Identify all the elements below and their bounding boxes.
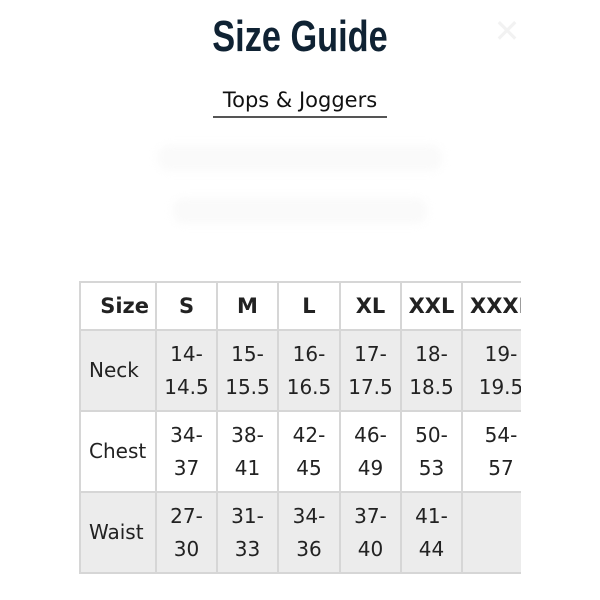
header-size-s: S	[155, 281, 218, 331]
table-cell: 15- 15.5	[216, 329, 279, 412]
table-cell: 34- 37	[155, 410, 218, 493]
close-icon[interactable]: ✕	[493, 12, 521, 50]
header-size-xxl: XXL	[400, 281, 463, 331]
row-label: Chest	[79, 410, 157, 493]
table-row: Waist 27- 30 31- 33 34- 36 37- 40 41- 44	[79, 491, 521, 574]
header-size-m: M	[216, 281, 279, 331]
header-size-l: L	[277, 281, 341, 331]
table-cell	[461, 491, 521, 574]
table-cell: 31- 33	[216, 491, 279, 574]
table-row: Chest 34- 37 38- 41 42- 45 46- 49 50- 53 54- 5…	[79, 410, 521, 493]
table-cell: 18- 18.5	[400, 329, 463, 412]
header-size-label: Size	[79, 281, 157, 331]
table-cell: 54- 57	[461, 410, 521, 493]
table-cell: 46- 49	[339, 410, 402, 493]
size-table: SizeSMLXLXXLXXXLNeck14- 14.515- 15.516- …	[79, 281, 521, 574]
table-cell: 14- 14.5	[155, 329, 218, 412]
page-title: Size Guide	[212, 12, 388, 61]
table-row: Neck 14- 14.5 15- 15.5 16- 16.5 17- 17.5 18- …	[79, 329, 521, 412]
row-label: Neck	[79, 329, 157, 412]
table-cell: 42- 45	[277, 410, 341, 493]
row-label: Waist	[79, 491, 157, 574]
table-header-row: SizeSMLXLXXLXXXL	[79, 281, 521, 331]
table-cell: 16- 16.5	[277, 329, 341, 412]
tab-tops-joggers[interactable]: Tops & Joggers	[213, 88, 387, 118]
header-size-xl: XL	[339, 281, 402, 331]
table-cell: 19- 19.5	[461, 329, 521, 412]
table-cell: 37- 40	[339, 491, 402, 574]
header-size-xxxl: XXXL	[461, 281, 521, 331]
blurred-text	[158, 145, 442, 171]
table-cell: 38- 41	[216, 410, 279, 493]
size-table-container[interactable]: SizeSMLXLXXLXXXLNeck14- 14.515- 15.516- …	[79, 281, 521, 580]
table-cell: 34- 36	[277, 491, 341, 574]
table-cell: 17- 17.5	[339, 329, 402, 412]
table-cell: 27- 30	[155, 491, 218, 574]
table-cell: 41- 44	[400, 491, 463, 574]
blurred-text	[173, 198, 427, 224]
table-cell: 50- 53	[400, 410, 463, 493]
